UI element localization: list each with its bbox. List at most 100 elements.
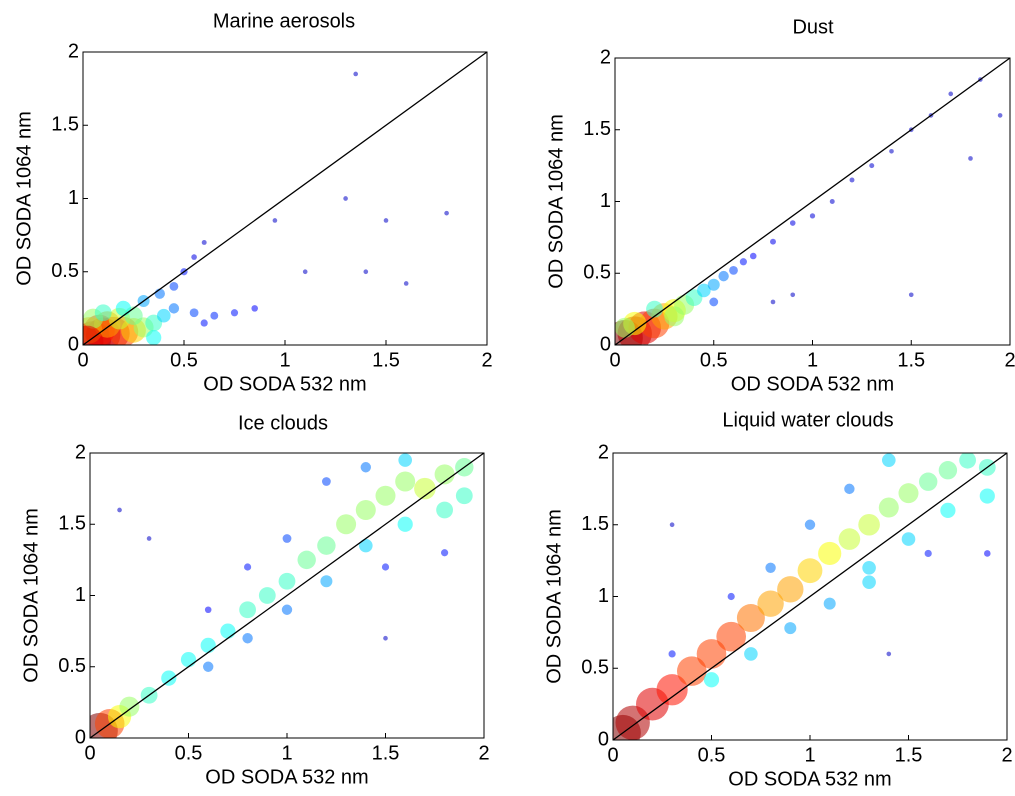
x-tick-label: 0 [609, 349, 620, 371]
point [889, 148, 894, 154]
point [395, 471, 416, 492]
point [381, 563, 390, 571]
y-tick-label: 2 [600, 46, 611, 68]
point [403, 281, 409, 286]
point [739, 258, 747, 266]
point [272, 218, 278, 223]
chart-title: Liquid water clouds [722, 409, 893, 431]
y-tick-label: 0 [600, 333, 611, 355]
point [938, 461, 958, 480]
x-tick-label: 1.5 [897, 349, 925, 371]
point [180, 652, 197, 668]
chart-title: Marine aerosols [213, 10, 355, 32]
point [697, 283, 711, 298]
point [278, 572, 296, 590]
y-tick-label: 1.5 [51, 114, 79, 136]
point [414, 477, 436, 500]
point [765, 562, 776, 573]
point [375, 485, 396, 506]
y-tick-label: 1 [598, 585, 609, 607]
point [908, 292, 914, 298]
y-tick-label: 1.5 [581, 513, 609, 535]
point [83, 325, 104, 345]
point [736, 604, 765, 633]
chart-title: Dust [792, 16, 834, 38]
x-tick-label: 2 [1001, 744, 1012, 766]
point [398, 453, 413, 467]
point [744, 647, 758, 661]
y-tick-label: 0.5 [583, 262, 611, 284]
point [146, 536, 152, 541]
point [709, 297, 719, 307]
point [703, 672, 720, 688]
x-tick-label: 1 [804, 744, 815, 766]
point [336, 514, 357, 535]
y-tick-label: 0 [598, 728, 609, 750]
point [441, 549, 449, 557]
point [869, 163, 875, 169]
y-tick-label: 2 [75, 441, 86, 463]
point [940, 502, 956, 518]
point [115, 300, 131, 316]
point [191, 254, 197, 260]
y-tick-label: 0.5 [51, 260, 79, 282]
x-tick-label: 1.5 [372, 742, 400, 764]
x-tick-label: 1 [281, 742, 292, 764]
point [204, 606, 212, 614]
point [718, 270, 729, 282]
point [959, 453, 976, 469]
points [615, 77, 1003, 345]
point [94, 304, 112, 322]
point [898, 483, 919, 504]
point [789, 220, 796, 226]
x-tick-label: 0 [84, 742, 95, 764]
point [359, 538, 373, 553]
x-axis-label: OD SODA 532 nm [205, 766, 368, 788]
point [201, 239, 207, 245]
point [646, 300, 663, 318]
y-tick-label: 2 [68, 40, 79, 62]
point [317, 536, 336, 555]
point [355, 500, 376, 520]
y-tick-label: 0.5 [581, 657, 609, 679]
x-axis-label: OD SODA 532 nm [731, 373, 894, 395]
x-tick-label: 1.5 [895, 744, 923, 766]
y-tick-label: 0 [75, 726, 86, 748]
point [242, 633, 253, 644]
points [613, 453, 996, 740]
point [882, 453, 896, 467]
chart-title: Ice clouds [238, 412, 328, 434]
x-tick-label: 0.5 [175, 742, 203, 764]
point [251, 305, 258, 312]
point [727, 592, 735, 601]
x-tick-label: 2 [478, 742, 489, 764]
x-tick-label: 2 [481, 349, 492, 371]
point [436, 501, 453, 519]
point [360, 462, 371, 473]
x-tick-label: 0.5 [698, 744, 726, 766]
point [838, 528, 861, 550]
x-axis-label: OD SODA 532 nm [728, 768, 891, 790]
x-tick-label: 2 [1004, 349, 1015, 371]
point [749, 252, 757, 260]
point [823, 597, 836, 610]
point [383, 218, 389, 223]
y-tick-label: 1.5 [58, 513, 86, 535]
y-tick-label: 1 [68, 187, 79, 209]
y-axis-label: OD SODA 1064 nm [13, 111, 35, 286]
point [886, 651, 892, 657]
y-axis-label: OD SODA 1064 nm [543, 509, 565, 684]
point [455, 487, 473, 505]
point [878, 497, 899, 518]
point [797, 558, 823, 584]
x-tick-label: 0.5 [700, 349, 728, 371]
point [200, 637, 216, 653]
point [677, 656, 707, 686]
y-axis-label: OD SODA 1064 nm [545, 114, 567, 289]
point [984, 550, 991, 557]
point [230, 309, 239, 317]
point [656, 674, 688, 706]
point [707, 278, 720, 291]
point [189, 308, 199, 318]
point [146, 330, 162, 345]
